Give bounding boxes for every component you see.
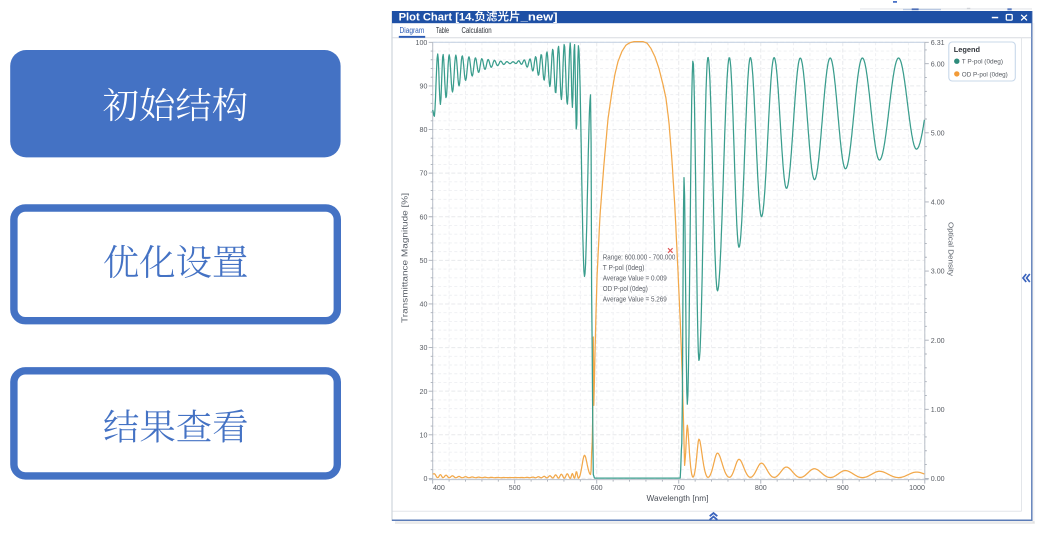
svg-text:0: 0: [423, 475, 427, 483]
svg-text:5.00: 5.00: [931, 129, 945, 137]
svg-text:6.00: 6.00: [931, 60, 945, 68]
svg-text:OD P-pol (0deg): OD P-pol (0deg): [962, 71, 1008, 78]
svg-text:50: 50: [420, 257, 428, 265]
svg-text:3.00: 3.00: [931, 268, 945, 276]
svg-text:1.00: 1.00: [931, 406, 945, 414]
svg-text:OD P-pol (0deg): OD P-pol (0deg): [603, 284, 648, 293]
svg-text:6.31: 6.31: [931, 39, 945, 47]
svg-text:400: 400: [433, 484, 445, 492]
svg-text:Average Value = 0.009: Average Value = 0.009: [603, 274, 667, 283]
svg-text:10: 10: [420, 431, 428, 439]
svg-text:Transmittance Magnitude [%]: Transmittance Magnitude [%]: [401, 193, 410, 323]
svg-text:100: 100: [416, 39, 428, 47]
svg-text:Wavelength [nm]: Wavelength [nm]: [647, 494, 709, 503]
svg-text:600: 600: [591, 484, 603, 492]
svg-text:500: 500: [509, 484, 521, 492]
svg-text:Range: 600.000 - 700.000: Range: 600.000 - 700.000: [603, 253, 676, 262]
svg-text:T P-pol (0deg): T P-pol (0deg): [603, 263, 645, 272]
svg-text:20: 20: [420, 388, 428, 396]
svg-text:Average Value = 5.269: Average Value = 5.269: [603, 295, 667, 304]
svg-text:1000: 1000: [909, 484, 925, 492]
svg-text:2.00: 2.00: [931, 337, 945, 345]
svg-text:T P-pol (0deg): T P-pol (0deg): [962, 59, 1003, 66]
svg-text:4.00: 4.00: [931, 199, 945, 207]
svg-text:80: 80: [420, 126, 428, 134]
svg-text:Legend: Legend: [954, 45, 981, 54]
svg-text:Plot Chart [14.: Plot Chart [14.: [399, 11, 475, 23]
svg-text:60: 60: [420, 213, 428, 221]
svg-text:0.00: 0.00: [931, 475, 945, 483]
svg-text:Optical Density: Optical Density: [947, 222, 956, 276]
svg-text:70: 70: [420, 170, 428, 178]
svg-text:700: 700: [673, 484, 685, 492]
svg-text:_new]: _new]: [519, 11, 558, 23]
svg-text:Calculation: Calculation: [462, 26, 492, 35]
svg-text:Table: Table: [436, 26, 449, 35]
svg-text:90: 90: [420, 83, 428, 91]
svg-text:Diagram: Diagram: [400, 26, 425, 35]
svg-text:800: 800: [755, 484, 767, 492]
svg-text:900: 900: [837, 484, 849, 492]
svg-text:40: 40: [420, 301, 428, 309]
svg-text:30: 30: [420, 344, 428, 352]
